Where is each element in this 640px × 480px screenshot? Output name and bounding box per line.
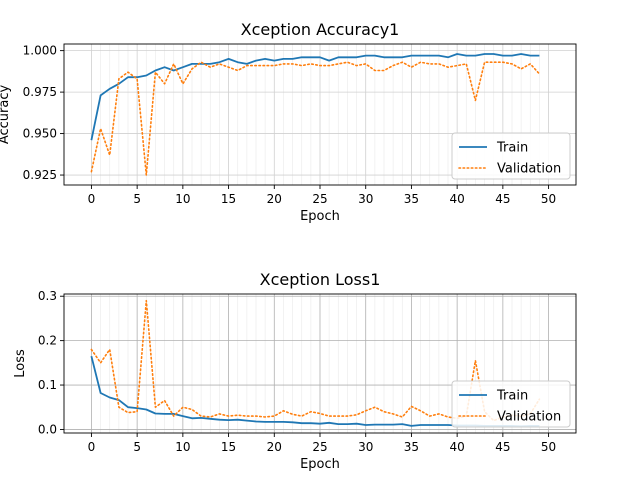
- x-tick-label: 45: [495, 192, 510, 206]
- series-line-validation: [90, 61, 541, 176]
- x-axis-label: Epoch: [300, 457, 340, 472]
- x-tick-label: 0: [88, 192, 96, 206]
- x-axis-label: Epoch: [300, 209, 340, 224]
- x-tick-label: 30: [358, 440, 373, 454]
- legend-label-validation: Validation: [497, 410, 561, 425]
- y-tick-label: 0.3: [38, 289, 57, 303]
- x-tick-label: 50: [541, 440, 556, 454]
- y-axis-label: Accuracy: [0, 85, 12, 145]
- x-tick-label: 35: [404, 440, 419, 454]
- x-tick-label: 30: [358, 192, 373, 206]
- x-tick-label: 20: [267, 192, 282, 206]
- chart-title: Xception Accuracy1: [241, 20, 400, 39]
- x-tick-label: 15: [221, 440, 236, 454]
- y-axis-label: Loss: [13, 349, 28, 378]
- y-tick-label: 0.975: [23, 85, 57, 99]
- x-tick-label: 50: [541, 192, 556, 206]
- legend-label-train: Train: [496, 141, 528, 156]
- x-tick-label: 25: [312, 440, 327, 454]
- x-tick-label: 20: [267, 440, 282, 454]
- y-tick-label: 0.950: [23, 127, 57, 141]
- x-tick-label: 40: [450, 440, 465, 454]
- y-tick-label: 0.2: [38, 334, 57, 348]
- legend-label-validation: Validation: [497, 162, 561, 177]
- y-tick-label: 0.925: [23, 168, 57, 182]
- chart-title: Xception Loss1: [260, 270, 381, 289]
- x-tick-label: 15: [221, 192, 236, 206]
- accuracy-chart: 0 5 10 15 20 25 30 35 40 45 50 0.925 0.950 0.975 1.000…: [0, 20, 577, 224]
- x-tick-label: 25: [312, 192, 327, 206]
- y-tick-label: 0.1: [38, 378, 57, 392]
- legend-label-train: Train: [496, 389, 528, 404]
- y-tick-label: 0.0: [38, 422, 57, 436]
- x-tick-label: 10: [175, 192, 190, 206]
- x-tick-label: 5: [133, 440, 141, 454]
- x-tick-label: 0: [88, 440, 96, 454]
- series-line-train: [90, 53, 540, 141]
- x-tick-label: 35: [404, 192, 419, 206]
- y-tick-label: 1.000: [23, 44, 57, 58]
- loss-chart: 0 5 10 15 20 25 30 35 40 45 50 0.0 0.1 0.2 0.3 Xception…: [13, 270, 577, 472]
- x-tick-label: 45: [495, 440, 510, 454]
- x-tick-label: 5: [133, 192, 141, 206]
- x-tick-label: 40: [450, 192, 465, 206]
- x-tick-label: 10: [175, 440, 190, 454]
